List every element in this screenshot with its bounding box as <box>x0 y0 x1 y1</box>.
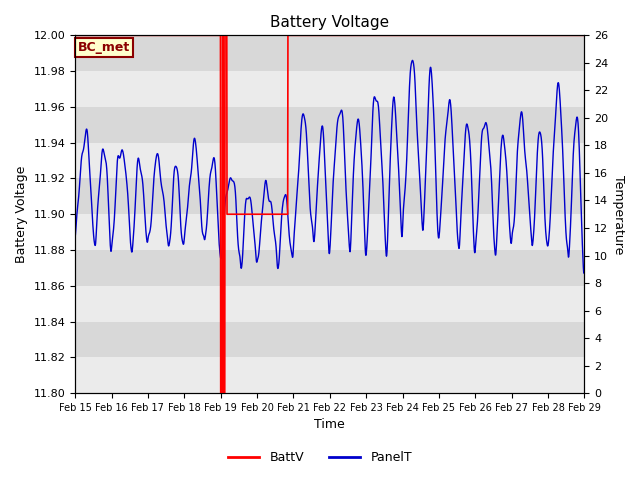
Bar <box>75 322 584 357</box>
Y-axis label: Temperature: Temperature <box>612 175 625 254</box>
Text: BC_met: BC_met <box>77 41 130 54</box>
Bar <box>75 357 584 393</box>
Bar <box>75 107 584 143</box>
Title: Battery Voltage: Battery Voltage <box>270 15 389 30</box>
Bar <box>75 71 584 107</box>
Bar <box>75 143 584 179</box>
Bar <box>75 250 584 286</box>
Bar <box>75 36 584 71</box>
Y-axis label: Battery Voltage: Battery Voltage <box>15 166 28 263</box>
Bar <box>75 179 584 214</box>
Bar <box>75 214 584 250</box>
X-axis label: Time: Time <box>314 419 345 432</box>
Bar <box>75 286 584 322</box>
Legend: BattV, PanelT: BattV, PanelT <box>223 446 417 469</box>
